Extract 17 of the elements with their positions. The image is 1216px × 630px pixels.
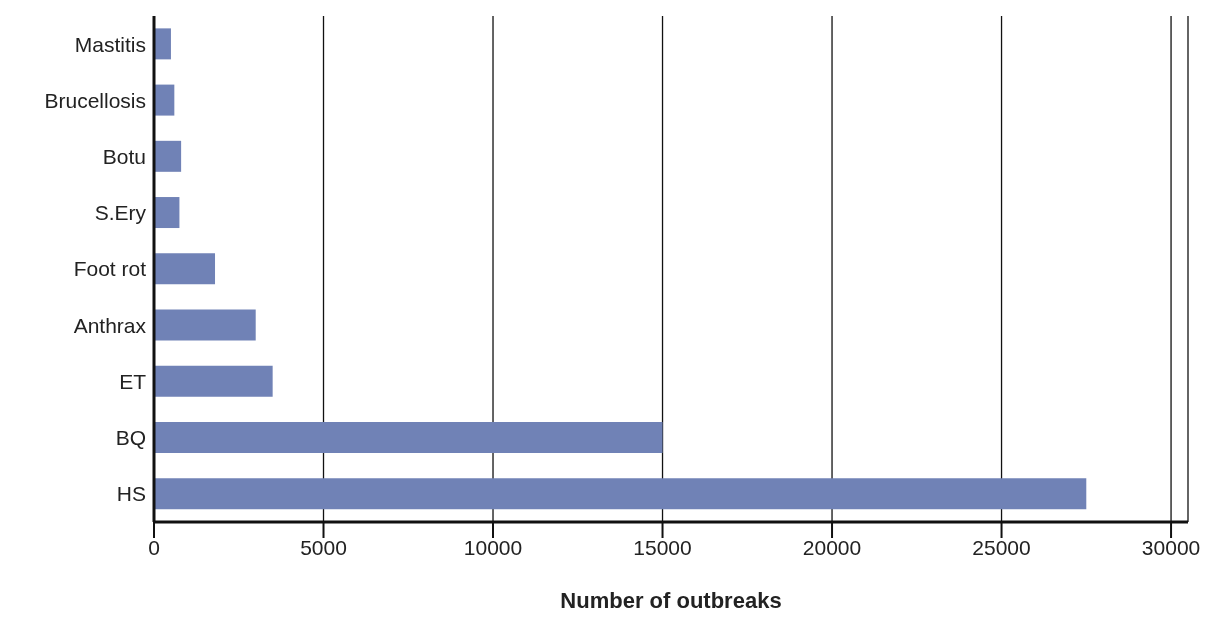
y-tick-label: ET <box>119 369 147 393</box>
y-tick-label: S.Ery <box>94 201 147 225</box>
y-tick-label: BQ <box>115 426 146 450</box>
x-tick-label: 25000 <box>972 535 1031 559</box>
y-tick-label: Mastitis <box>74 32 146 56</box>
x-tick-label: 5000 <box>300 535 347 559</box>
y-tick-label: HS <box>116 482 146 506</box>
x-tick-label: 0 <box>148 535 160 559</box>
x-tick-label: 30000 <box>1141 535 1201 559</box>
y-tick-label: Botu <box>102 145 146 169</box>
y-tick-label: Anthrax <box>73 313 147 337</box>
x-tick-label: 10000 <box>463 535 523 559</box>
x-tick-label: 20000 <box>802 535 862 559</box>
y-tick-label: Brucellosis <box>44 88 146 112</box>
x-axis-title: Number of outbreaks <box>560 588 782 613</box>
x-tick-label: 15000 <box>633 535 692 559</box>
y-tick-label: Foot rot <box>73 257 147 281</box>
